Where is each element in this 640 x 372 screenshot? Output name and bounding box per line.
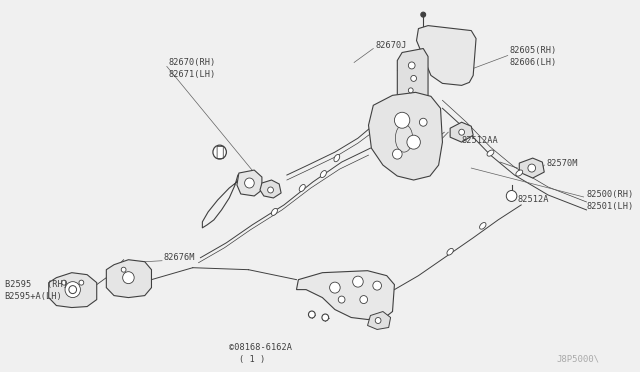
Circle shape [69,286,77,294]
Circle shape [506,190,517,202]
Polygon shape [106,260,152,298]
Polygon shape [417,26,476,86]
Polygon shape [260,180,281,198]
Text: 82670(RH): 82670(RH) [169,58,216,67]
Circle shape [421,12,426,17]
Ellipse shape [321,170,326,177]
Polygon shape [237,170,262,196]
Ellipse shape [516,170,523,176]
Circle shape [268,187,273,193]
Circle shape [244,178,254,188]
Text: 82500(RH): 82500(RH) [586,190,634,199]
Polygon shape [519,158,544,178]
Text: B2595+A(LH): B2595+A(LH) [4,292,62,301]
Circle shape [213,145,227,159]
Text: Ⓢ: Ⓢ [216,145,224,159]
Text: 82671(LH): 82671(LH) [169,70,216,79]
Circle shape [375,318,381,324]
Ellipse shape [479,222,486,229]
Polygon shape [296,271,394,320]
Text: 82512AA: 82512AA [461,136,499,145]
Circle shape [392,149,402,159]
Polygon shape [450,122,473,142]
Circle shape [407,135,420,149]
Text: 82501(LH): 82501(LH) [586,202,634,211]
Circle shape [121,267,126,272]
Text: ©08168-6162A: ©08168-6162A [229,343,292,352]
Circle shape [79,280,84,285]
Circle shape [408,88,413,93]
Text: J8P5000\: J8P5000\ [557,354,600,363]
Polygon shape [369,92,442,180]
Text: ( 1 ): ( 1 ) [239,355,265,364]
Polygon shape [397,48,428,110]
Ellipse shape [300,185,305,192]
Circle shape [330,282,340,293]
Circle shape [509,193,515,199]
Circle shape [373,281,381,290]
Text: 82512A: 82512A [517,195,549,205]
Circle shape [419,118,427,126]
Circle shape [411,76,417,81]
Circle shape [322,314,329,321]
Circle shape [65,282,81,298]
Text: 82570M: 82570M [546,158,578,167]
Circle shape [123,272,134,283]
Circle shape [339,296,345,303]
Ellipse shape [271,208,277,215]
Text: 82606(LH): 82606(LH) [509,58,557,67]
Ellipse shape [447,248,453,255]
Ellipse shape [334,154,340,162]
Circle shape [408,62,415,69]
Circle shape [459,129,465,135]
Ellipse shape [487,150,494,156]
Polygon shape [367,311,390,330]
Circle shape [308,311,316,318]
Text: 82605(RH): 82605(RH) [509,46,557,55]
Circle shape [394,112,410,128]
Text: 82670J: 82670J [375,41,407,50]
Text: B2595   (RH): B2595 (RH) [4,280,68,289]
Circle shape [61,280,67,285]
Polygon shape [49,273,97,308]
Circle shape [528,164,536,172]
Text: 82676M: 82676M [164,253,195,262]
Circle shape [360,296,367,304]
Circle shape [353,276,364,287]
